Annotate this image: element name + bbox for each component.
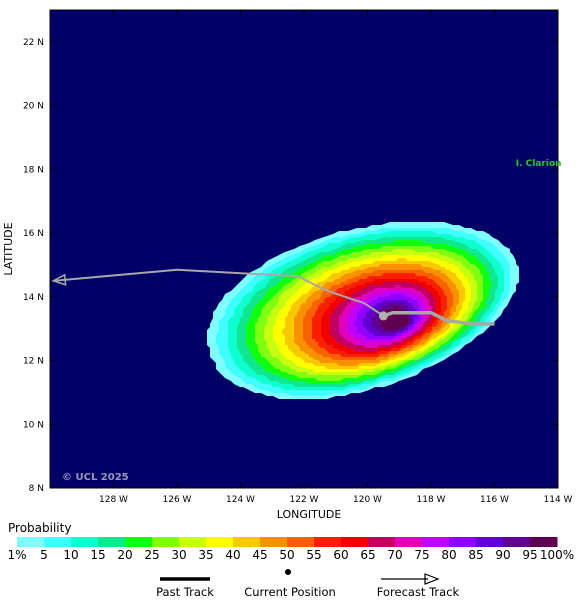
y-tick-label: 10 N <box>23 420 44 430</box>
copyright-text: © UCL 2025 <box>62 472 129 483</box>
colorbar-swatch <box>287 537 315 547</box>
x-axis-title: LONGITUDE <box>277 508 342 521</box>
colorbar-label: 40 <box>225 548 240 562</box>
colorbar-label: 80 <box>441 548 456 562</box>
legend-title: Probability <box>8 521 71 535</box>
colorbar-swatch <box>17 537 45 547</box>
x-tick-label: 126 W <box>163 495 192 505</box>
colorbar-label: 5 <box>40 548 48 562</box>
x-tick-label: 122 W <box>290 495 319 505</box>
colorbar-label: 60 <box>333 548 348 562</box>
forecast-arrow-head <box>51 273 67 286</box>
colorbar-label: 30 <box>171 548 186 562</box>
colorbar-swatch <box>152 537 180 547</box>
colorbar-label: 20 <box>117 548 132 562</box>
y-tick-label: 22 N <box>23 38 44 48</box>
axes: 128 W 126 W 124 W 122 W 120 W 118 W 116 W 114 W… <box>23 10 573 505</box>
y-tick-label: 16 N <box>23 229 44 239</box>
probability-labels: 1% 5 10 15 20 25 30 35 40 45 50 55 60 65 70 75 80 85 90 95 1… <box>7 548 574 562</box>
island-label: I. Clarion <box>516 159 562 169</box>
y-tick-label: 20 N <box>23 102 44 112</box>
colorbar-label: 1% <box>7 548 26 562</box>
forecast-track-line <box>53 268 384 317</box>
current-position-marker <box>378 311 388 321</box>
x-tick-label: 118 W <box>417 495 446 505</box>
y-tick-label: 18 N <box>23 165 44 175</box>
y-tick-label: 8 N <box>29 484 44 494</box>
forecast-track-key-arrow <box>424 573 440 585</box>
colorbar-label: 100% <box>540 548 574 562</box>
colorbar-swatch <box>98 537 126 547</box>
forecast-track-key-label: Forecast Track <box>377 585 460 599</box>
y-tick-label: 12 N <box>23 357 44 367</box>
x-tick-label: 128 W <box>99 495 128 505</box>
colorbar-swatch <box>476 537 504 547</box>
colorbar-label: 45 <box>252 548 267 562</box>
colorbar-swatch <box>233 537 261 547</box>
colorbar-swatch <box>422 537 450 547</box>
colorbar-swatch <box>71 537 99 547</box>
colorbar-label: 95 <box>522 548 537 562</box>
colorbar-swatch <box>125 537 153 547</box>
colorbar-label: 50 <box>279 548 294 562</box>
colorbar-label: 70 <box>387 548 402 562</box>
colorbar-label: 10 <box>63 548 78 562</box>
colorbar-swatch <box>44 537 72 547</box>
colorbar-label: 85 <box>468 548 483 562</box>
colorbar-swatch <box>260 537 288 547</box>
current-position-key-label: Current Position <box>244 585 336 599</box>
colorbar-swatch <box>341 537 369 547</box>
colorbar-label: 15 <box>90 548 105 562</box>
past-track-key-label: Past Track <box>156 585 214 599</box>
past-track-line <box>382 310 495 326</box>
colorbar-swatch <box>530 537 558 547</box>
current-position-key-dot <box>285 569 291 575</box>
x-tick-label: 124 W <box>226 495 255 505</box>
colorbar-label: 90 <box>495 548 510 562</box>
colorbar-swatch <box>503 537 531 547</box>
colorbar-label: 75 <box>414 548 429 562</box>
probability-swath <box>207 222 519 399</box>
x-tick-label: 120 W <box>353 495 382 505</box>
y-tick-label: 14 N <box>23 293 44 303</box>
y-axis-title: LATITUDE <box>2 222 15 275</box>
x-tick-label: 114 W <box>544 495 573 505</box>
colorbar-swatch <box>206 537 234 547</box>
colorbar-swatch <box>449 537 477 547</box>
probability-colorbar <box>17 537 558 547</box>
colorbar-swatch <box>368 537 396 547</box>
colorbar-label: 55 <box>306 548 321 562</box>
colorbar-label: 25 <box>144 548 159 562</box>
colorbar-swatch <box>395 537 423 547</box>
colorbar-swatch <box>314 537 342 547</box>
colorbar-swatch <box>179 537 207 547</box>
x-tick-label: 116 W <box>480 495 509 505</box>
colorbar-label: 35 <box>198 548 213 562</box>
colorbar-label: 65 <box>360 548 375 562</box>
